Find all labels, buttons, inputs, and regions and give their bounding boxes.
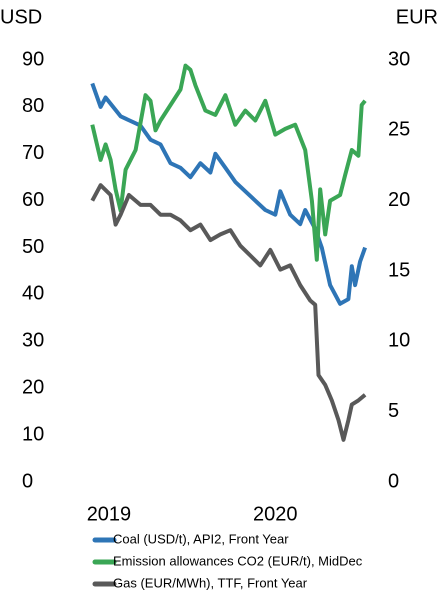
y-tick-label: 40 xyxy=(22,283,44,305)
y-tick-label: 0 xyxy=(22,470,33,492)
y-tick-label: 70 xyxy=(22,142,44,164)
series-line xyxy=(90,82,367,306)
y2-tick-label: 30 xyxy=(388,48,410,70)
x-tick-label: 2019 xyxy=(87,503,132,525)
y-tick-label: 20 xyxy=(22,377,44,399)
y2-tick-label: 0 xyxy=(388,470,399,492)
y2-tick-label: 5 xyxy=(388,400,399,422)
y2-tick-label: 10 xyxy=(388,330,410,352)
y-tick-label: 80 xyxy=(22,95,44,117)
y2-tick-label: 25 xyxy=(388,119,410,141)
series-line xyxy=(90,183,367,442)
y-axis-label: USD xyxy=(0,6,42,28)
y-tick-label: 50 xyxy=(22,236,44,258)
y2-tick-label: 15 xyxy=(388,259,410,281)
y2-axis-label: EUR xyxy=(396,6,438,28)
y2-tick-label: 20 xyxy=(388,189,410,211)
y-tick-label: 10 xyxy=(22,423,44,445)
series-line xyxy=(90,63,367,262)
x-tick-label: 2020 xyxy=(253,503,298,525)
legend-label: Emission allowances CO2 (EUR/t), MidDec xyxy=(113,553,363,568)
y-tick-label: 60 xyxy=(22,189,44,211)
y-tick-label: 90 xyxy=(22,48,44,70)
legend-label: Gas (EUR/MWh), TTF, Front Year xyxy=(113,575,308,590)
legend-label: Coal (USD/t), API2, Front Year xyxy=(113,531,289,546)
y-tick-label: 30 xyxy=(22,330,44,352)
